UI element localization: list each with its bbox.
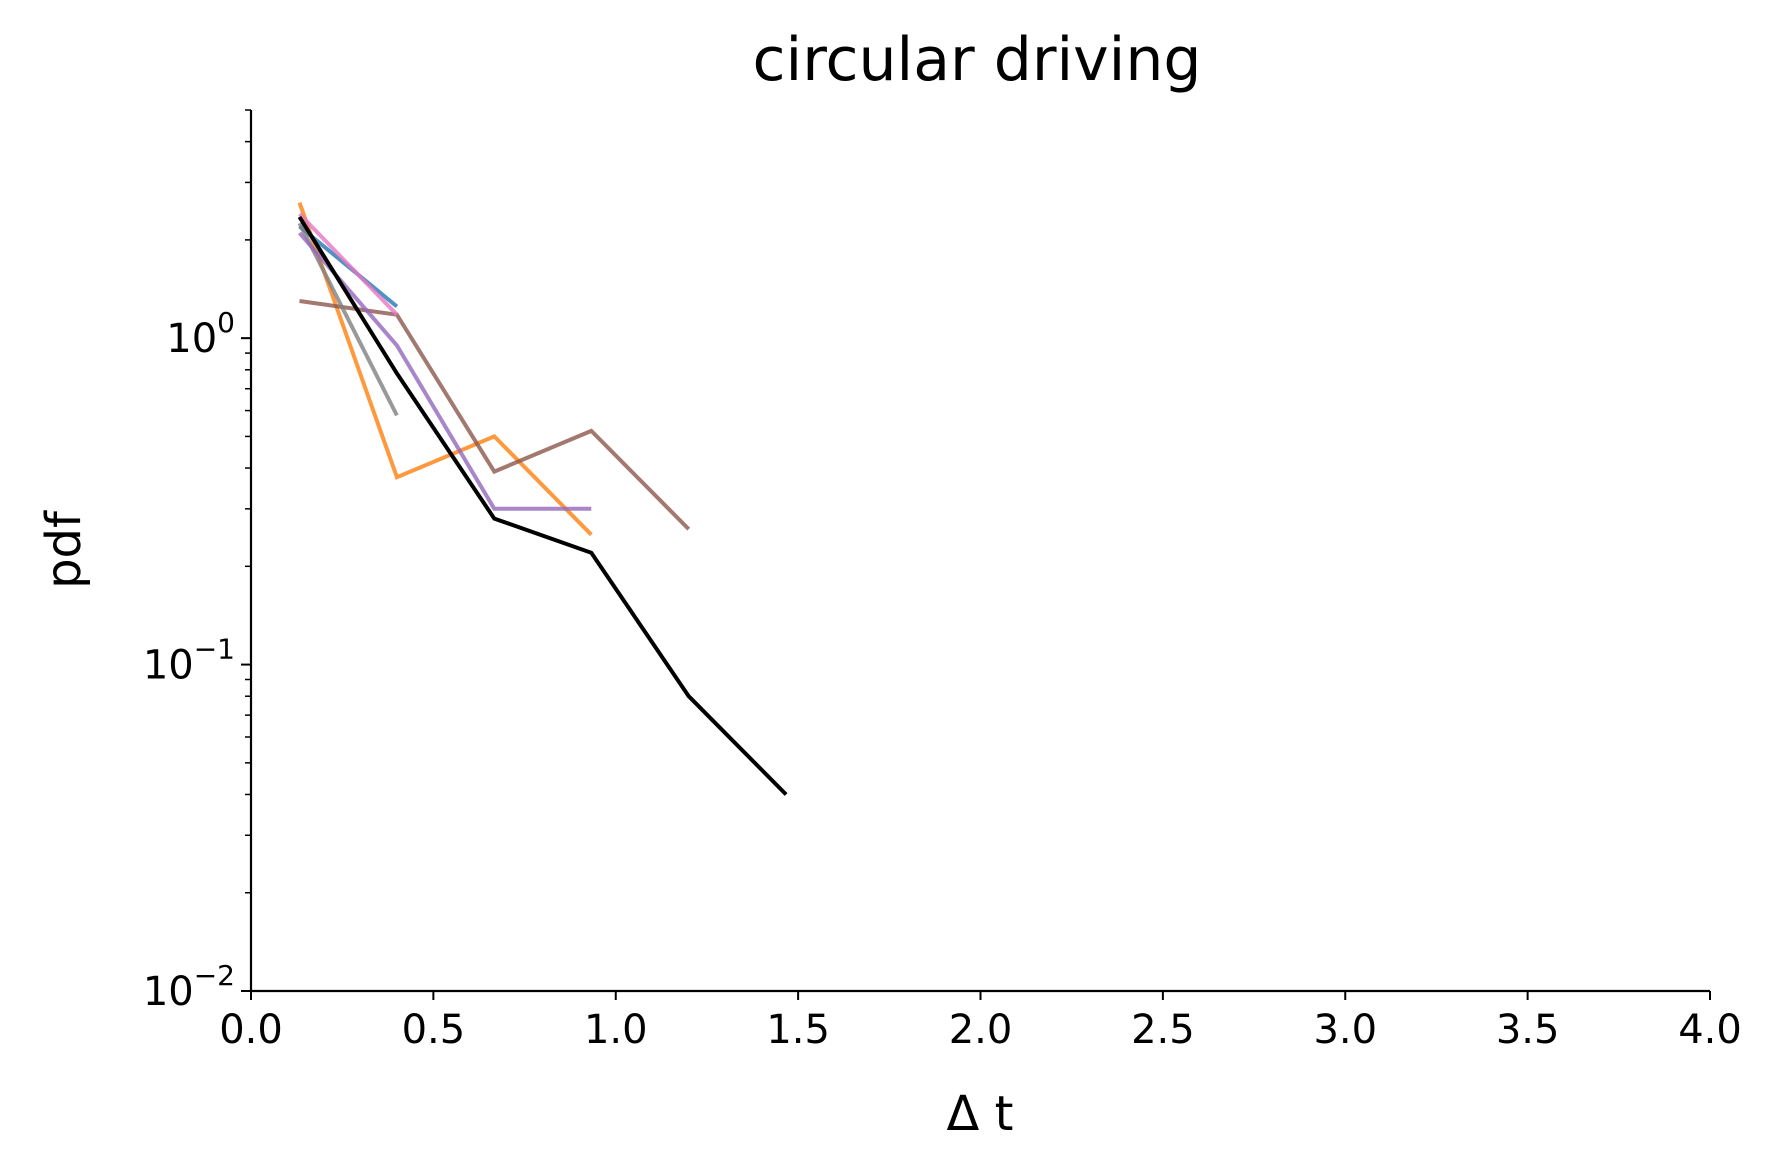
chart-title: circular driving: [753, 25, 1202, 95]
data-series-layer: [297, 202, 788, 796]
x-tick-label: 0.0: [219, 1007, 283, 1053]
series-line-5: [297, 231, 592, 511]
axes: [249, 110, 1710, 993]
x-ticks: 0.0 0.5 1.0 1.5 2.0 2.5 3.0 3.5 4.0: [219, 991, 1742, 1053]
x-tick-label: 2.0: [949, 1007, 1013, 1053]
series-line-2: [297, 202, 593, 537]
series-line-6: [298, 212, 399, 317]
y-tick-base: 10: [143, 969, 194, 1015]
x-tick-label: 2.5: [1131, 1007, 1195, 1053]
y-tick-label: 100: [166, 306, 235, 362]
y-axis-label: pdf: [36, 510, 92, 589]
x-tick-label: 3.0: [1313, 1007, 1377, 1053]
x-axis-label: Δ t: [947, 1086, 1014, 1142]
y-tick-exponent: −2: [194, 959, 235, 992]
x-tick-label: 1.5: [766, 1007, 830, 1053]
series-line-4: [297, 222, 399, 417]
series-line-7: [297, 215, 788, 796]
y-tick-label: 10−1: [143, 633, 235, 689]
x-tick-label: 4.0: [1678, 1007, 1742, 1053]
y-tick-exponent: −1: [194, 633, 235, 666]
y-tick-base: 10: [143, 643, 194, 689]
y-tick-base: 10: [166, 316, 217, 362]
x-tick-label: 1.0: [584, 1007, 648, 1053]
y-tick-exponent: 0: [217, 306, 235, 339]
x-tick-label: 3.5: [1496, 1007, 1560, 1053]
x-tick-label: 0.5: [402, 1007, 466, 1053]
y-tick-label: 10−2: [143, 959, 235, 1015]
